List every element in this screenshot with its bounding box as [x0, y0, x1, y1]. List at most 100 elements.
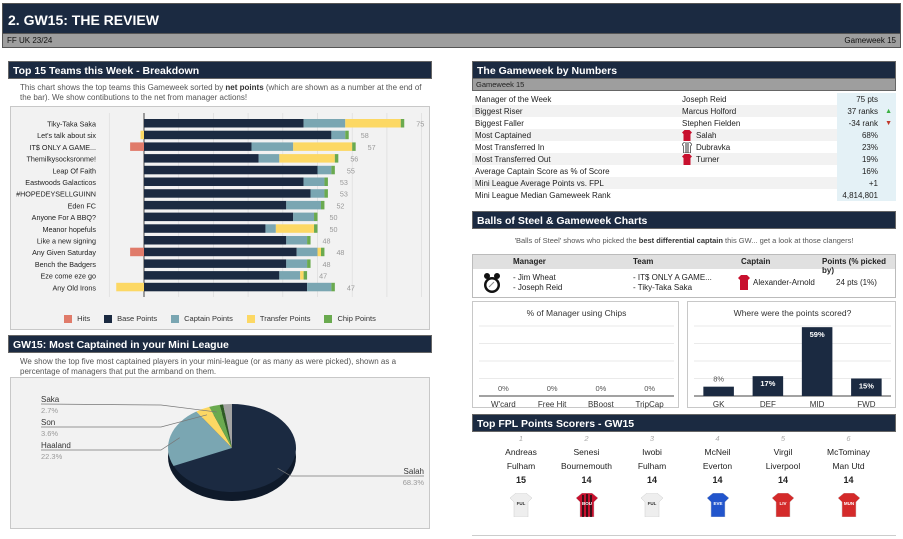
scorers-list: 1 Andreas Fulham 15 FUL 2 Senesi Bournemouth 14 B…: [472, 432, 896, 536]
pie-slice-son: [196, 406, 232, 448]
col-team: Team: [633, 257, 654, 266]
numbers-who: Stephen Fielden: [682, 118, 741, 128]
legend-item-hits: Hits: [64, 314, 90, 324]
bar-captain-points: [251, 142, 294, 151]
scorer-points: 14: [646, 475, 657, 485]
balls-title: Balls of Steel & Gameweek Charts: [472, 211, 896, 229]
bar-def: [752, 376, 784, 396]
bar-base-points: [144, 189, 311, 198]
bar-transfer-points: [279, 154, 335, 163]
net-points-label: 47: [347, 283, 355, 292]
bar-base-points: [144, 142, 252, 151]
svg-text:EVE: EVE: [713, 501, 722, 506]
bar-chip-points: [320, 200, 325, 210]
numbers-row: Biggest Faller Stephen Fielden -34 rank ▼: [472, 117, 896, 129]
scorer-card: 5 Virgil Liverpool 14 LIV: [750, 434, 816, 519]
scorer-points: 14: [581, 475, 592, 485]
scorer-name: Iwobi: [642, 447, 662, 457]
chips-bar-chart: % of Manager using Chips 0% W'card 0% Free H…: [479, 308, 674, 409]
pie-leader-line: [41, 437, 180, 451]
numbers-subtitle: Gameweek 15: [472, 79, 896, 91]
scorer-card: 2 Senesi Bournemouth 14 BOU: [554, 434, 620, 519]
net-points-label: 48: [336, 248, 344, 257]
chart-title: % of Manager using Chips: [527, 308, 627, 318]
numbers-value: 23%: [837, 141, 896, 153]
numbers-who: Salah: [682, 129, 837, 141]
pie-label-value: 22.3%: [41, 452, 63, 461]
numbers-label: Biggest Riser: [475, 106, 523, 116]
top15-legend: Hits Base Points Captain Points Transfer Po…: [11, 314, 429, 324]
pie-label-name: Haaland: [41, 441, 71, 450]
net-points-label: 48: [323, 237, 331, 246]
shirt-icon: [682, 141, 692, 153]
bar-chip-points: [307, 259, 311, 268]
net-points-label: 52: [336, 201, 344, 210]
balls-table: Manager Team Captain Points (% picked by…: [472, 254, 896, 298]
team-label: Anyone For A BBQ?: [32, 213, 96, 222]
tick-label: MID: [810, 400, 825, 409]
team-label: Bench the Badgers: [35, 260, 97, 269]
team-label: Meanor hopefuls: [42, 225, 96, 234]
positions-chart-panel: Where were the points scored? 8% GK 17% DEF 5…: [687, 301, 896, 409]
bar-fwd: [851, 378, 882, 396]
numbers-label: Mini League Average Points vs. FPL: [475, 178, 604, 188]
bar-captain-points: [286, 236, 308, 245]
numbers-label: Most Transferred In: [475, 142, 545, 152]
arrow-up-icon: ▲: [885, 107, 892, 115]
balls-header-row: Manager Team Captain Points (% picked by…: [473, 255, 895, 275]
bar-captain-points: [303, 177, 325, 186]
net-points-label: 48: [323, 260, 331, 269]
pie-leader-line: [40, 403, 218, 413]
scorer-name: McTominay: [827, 447, 870, 457]
bar-base-points: [144, 212, 294, 222]
bar-captain-points: [317, 165, 332, 175]
balls-teams: - IT$ ONLY A GAME... - Tiky-Taka Saka: [633, 273, 712, 292]
data-label: 17%: [760, 379, 775, 388]
pie-slice-other: [219, 404, 232, 448]
net-points-label: 57: [368, 143, 376, 152]
svg-text:MUN: MUN: [843, 501, 853, 506]
tick-label: GK: [713, 400, 725, 409]
numbers-row: Most Transferred Out Turner 19%: [472, 153, 896, 165]
pie-slice-saka: [209, 404, 232, 448]
bar-captain-points: [286, 200, 321, 210]
bar-captain-points: [310, 189, 325, 198]
numbers-label: Manager of the Week: [475, 94, 552, 104]
scorer-team: Fulham: [506, 461, 536, 471]
bar-chip-points: [307, 236, 311, 245]
net-points-label: 50: [330, 213, 338, 222]
kit-shirt-icon: BOU: [575, 492, 598, 518]
scorer-team: Man Utd: [832, 461, 865, 471]
numbers-label: Average Captain Score as % of Score: [475, 166, 610, 176]
bar-chip-points: [400, 119, 405, 128]
numbers-value: -34 rank ▼: [837, 117, 896, 129]
bar-base-points: [144, 165, 318, 175]
bar-transfer-points: [140, 130, 144, 140]
scorers-title: Top FPL Points Scorers - GW15: [472, 414, 896, 432]
balls-row: - Jim Wheat - Joseph Reid - IT$ ONLY A G…: [473, 269, 895, 297]
pie-slice-salah: [173, 404, 296, 492]
numbers-row: Biggest Riser Marcus Holford 37 ranks ▲: [472, 105, 896, 117]
numbers-who: Marcus Holford: [682, 106, 737, 116]
pie-leader-line: [277, 468, 424, 477]
arrow-down-icon: ▼: [885, 119, 892, 127]
bar-captain-points: [286, 259, 308, 268]
numbers-label: Most Transferred Out: [475, 154, 551, 164]
numbers-value: 19%: [837, 153, 896, 165]
bar-captain-points: [293, 212, 315, 222]
net-points-label: 75: [416, 120, 424, 129]
net-points-label: 53: [340, 178, 348, 187]
scorer-name: Virgil: [773, 447, 793, 457]
bar-chip-points: [331, 165, 335, 175]
scorer-card: 1 Andreas Fulham 15 FUL: [488, 434, 554, 519]
bar-base-points: [144, 119, 304, 128]
tick-label: Free Hit: [538, 400, 567, 409]
bar-captain-points: [258, 154, 280, 163]
bar-base-points: [144, 247, 297, 257]
balls-description: 'Balls of Steel' shows who picked the be…: [514, 236, 854, 245]
pie-label-name: Son: [41, 418, 55, 427]
numbers-row: Most Captained Salah 68%: [472, 129, 896, 141]
pie-label-value: 3.6%: [41, 429, 58, 438]
bar-base-points: [144, 130, 332, 140]
bar-chip-points: [320, 247, 325, 257]
